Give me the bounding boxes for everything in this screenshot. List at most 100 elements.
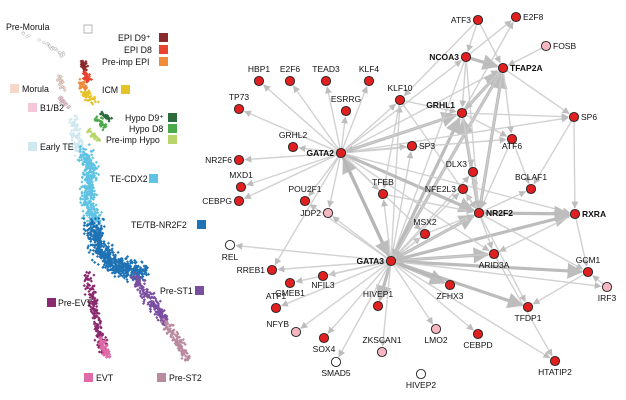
node-rel[interactable]: REL xyxy=(222,239,239,262)
node-fosb[interactable]: FOSB xyxy=(540,40,576,52)
node-mxd1[interactable]: MXD1 xyxy=(229,170,253,193)
node-tfdp1[interactable]: TFDP1 xyxy=(515,301,542,323)
node-cebpd[interactable]: CEBPD xyxy=(463,328,493,350)
node-bclaf1[interactable]: BCLAF1 xyxy=(515,172,547,195)
node-circle-e2f6[interactable] xyxy=(284,75,296,87)
node-circle-tead3[interactable] xyxy=(320,75,332,87)
node-nfe2l3[interactable]: NFE2L3 xyxy=(425,183,469,195)
node-pou2f1[interactable]: POU2F1 xyxy=(288,184,322,207)
node-smad5[interactable]: SMAD5 xyxy=(321,356,351,378)
node-sox4[interactable]: SOX4 xyxy=(313,332,336,354)
node-circle-gmeb1[interactable] xyxy=(284,277,296,289)
node-circle-hivep2[interactable] xyxy=(415,368,427,380)
node-circle-gata2[interactable] xyxy=(335,147,347,159)
node-grhl1[interactable]: GRHL1 xyxy=(426,100,468,119)
node-e2f8[interactable]: E2F8 xyxy=(510,11,544,23)
node-circle-smad5[interactable] xyxy=(330,356,342,368)
node-circle-sox4[interactable] xyxy=(318,332,330,344)
node-circle-dlx3[interactable] xyxy=(467,166,479,178)
node-circle-nfe2l3[interactable] xyxy=(457,183,469,195)
node-e2f6[interactable]: E2F6 xyxy=(280,64,301,87)
node-circle-tfeb[interactable] xyxy=(377,188,389,200)
node-circle-tp73[interactable] xyxy=(233,103,245,115)
node-hivep1[interactable]: HIVEP1 xyxy=(363,289,394,312)
node-circle-ncoa3[interactable] xyxy=(460,51,472,63)
node-circle-hivep1[interactable] xyxy=(372,300,384,312)
node-circle-nfil3[interactable] xyxy=(317,270,329,282)
node-hbp1[interactable]: HBP1 xyxy=(248,64,270,87)
node-circle-klf10[interactable] xyxy=(394,94,406,106)
node-jdp2[interactable]: JDP2 xyxy=(300,207,334,219)
node-circle-gcm1[interactable] xyxy=(582,266,594,278)
node-circle-cebpd[interactable] xyxy=(472,328,484,340)
node-circle-sp3[interactable] xyxy=(406,140,418,152)
node-circle-fosb[interactable] xyxy=(540,40,552,52)
node-circle-atf6[interactable] xyxy=(506,133,518,145)
node-esrrg[interactable]: ESRRG xyxy=(331,94,361,117)
node-circle-atf1[interactable] xyxy=(270,302,282,314)
node-circle-nr2f2[interactable] xyxy=(473,207,485,219)
node-nr2f2[interactable]: NR2F2 xyxy=(473,207,513,219)
node-grhl2[interactable]: GRHL2 xyxy=(279,130,308,153)
node-circle-tfap2a[interactable] xyxy=(497,62,509,74)
node-circle-irf3[interactable] xyxy=(601,281,613,293)
node-gcm1[interactable]: GCM1 xyxy=(576,255,601,278)
node-nfil3[interactable]: NFIL3 xyxy=(311,270,335,290)
node-zkscan1[interactable]: ZKSCAN1 xyxy=(362,335,402,358)
node-htatip2[interactable]: HTATIP2 xyxy=(538,355,572,377)
node-circle-atf3[interactable] xyxy=(472,14,484,26)
node-msx2[interactable]: MSX2 xyxy=(413,217,437,240)
node-circle-nfyb[interactable] xyxy=(290,326,302,338)
node-tead3[interactable]: TEAD3 xyxy=(312,64,340,87)
node-cebpg[interactable]: CEBPG xyxy=(202,195,245,207)
node-lmo2[interactable]: LMO2 xyxy=(424,323,448,345)
node-circle-msx2[interactable] xyxy=(419,228,431,240)
node-rxra[interactable]: RXRA xyxy=(569,208,606,220)
node-zfhx3[interactable]: ZFHX3 xyxy=(437,279,464,301)
node-klf10[interactable]: KLF10 xyxy=(387,83,413,106)
node-nr2f6[interactable]: NR2F6 xyxy=(205,154,245,166)
node-circle-tfdp1[interactable] xyxy=(522,301,534,313)
node-circle-jdp2[interactable] xyxy=(322,207,334,219)
node-arid3a[interactable]: ARID3A xyxy=(479,248,510,270)
node-klf4[interactable]: KLF4 xyxy=(359,64,380,87)
node-circle-bclaf1[interactable] xyxy=(525,183,537,195)
node-circle-rel[interactable] xyxy=(224,239,236,251)
node-circle-sp6[interactable] xyxy=(568,111,580,123)
node-circle-gata3[interactable] xyxy=(385,255,397,267)
node-circle-grhl2[interactable] xyxy=(287,141,299,153)
node-circle-esrrg[interactable] xyxy=(340,105,352,117)
node-gmeb1[interactable]: GMEB1 xyxy=(275,277,305,298)
node-circle-grhl1[interactable] xyxy=(456,107,468,119)
node-circle-rxra[interactable] xyxy=(569,208,581,220)
node-circle-cebpg[interactable] xyxy=(233,195,245,207)
node-gata2[interactable]: GATA2 xyxy=(306,147,347,159)
node-sp3[interactable]: SP3 xyxy=(406,140,435,152)
node-circle-zkscan1[interactable] xyxy=(376,346,388,358)
node-irf3[interactable]: IRF3 xyxy=(598,281,617,303)
node-tfap2a[interactable]: TFAP2A xyxy=(497,62,543,74)
node-circle-klf4[interactable] xyxy=(363,75,375,87)
node-rreb1[interactable]: RREB1 xyxy=(237,264,278,276)
node-dlx3[interactable]: DLX3 xyxy=(446,159,479,178)
node-nfyb[interactable]: NFYB xyxy=(266,319,302,338)
node-circle-arid3a[interactable] xyxy=(488,248,500,260)
node-gata3[interactable]: GATA3 xyxy=(356,255,397,267)
node-tp73[interactable]: TP73 xyxy=(229,92,250,115)
node-atf1[interactable]: ATF1 xyxy=(266,291,286,314)
node-circle-pou2f1[interactable] xyxy=(299,195,311,207)
node-circle-rreb1[interactable] xyxy=(266,264,278,276)
node-ncoa3[interactable]: NCOA3 xyxy=(429,51,472,63)
node-circle-e2f8[interactable] xyxy=(510,11,522,23)
node-tfeb[interactable]: TFEB xyxy=(372,177,394,200)
node-circle-htatip2[interactable] xyxy=(549,355,561,367)
node-circle-lmo2[interactable] xyxy=(430,323,442,335)
node-atf6[interactable]: ATF6 xyxy=(502,133,522,151)
node-circle-mxd1[interactable] xyxy=(235,181,247,193)
node-sp6[interactable]: SP6 xyxy=(568,111,597,123)
node-circle-zfhx3[interactable] xyxy=(444,279,456,291)
node-circle-nr2f6[interactable] xyxy=(233,154,245,166)
node-circle-hbp1[interactable] xyxy=(253,75,265,87)
node-hivep2[interactable]: HIVEP2 xyxy=(406,368,437,390)
node-atf3[interactable]: ATF3 xyxy=(451,14,484,26)
